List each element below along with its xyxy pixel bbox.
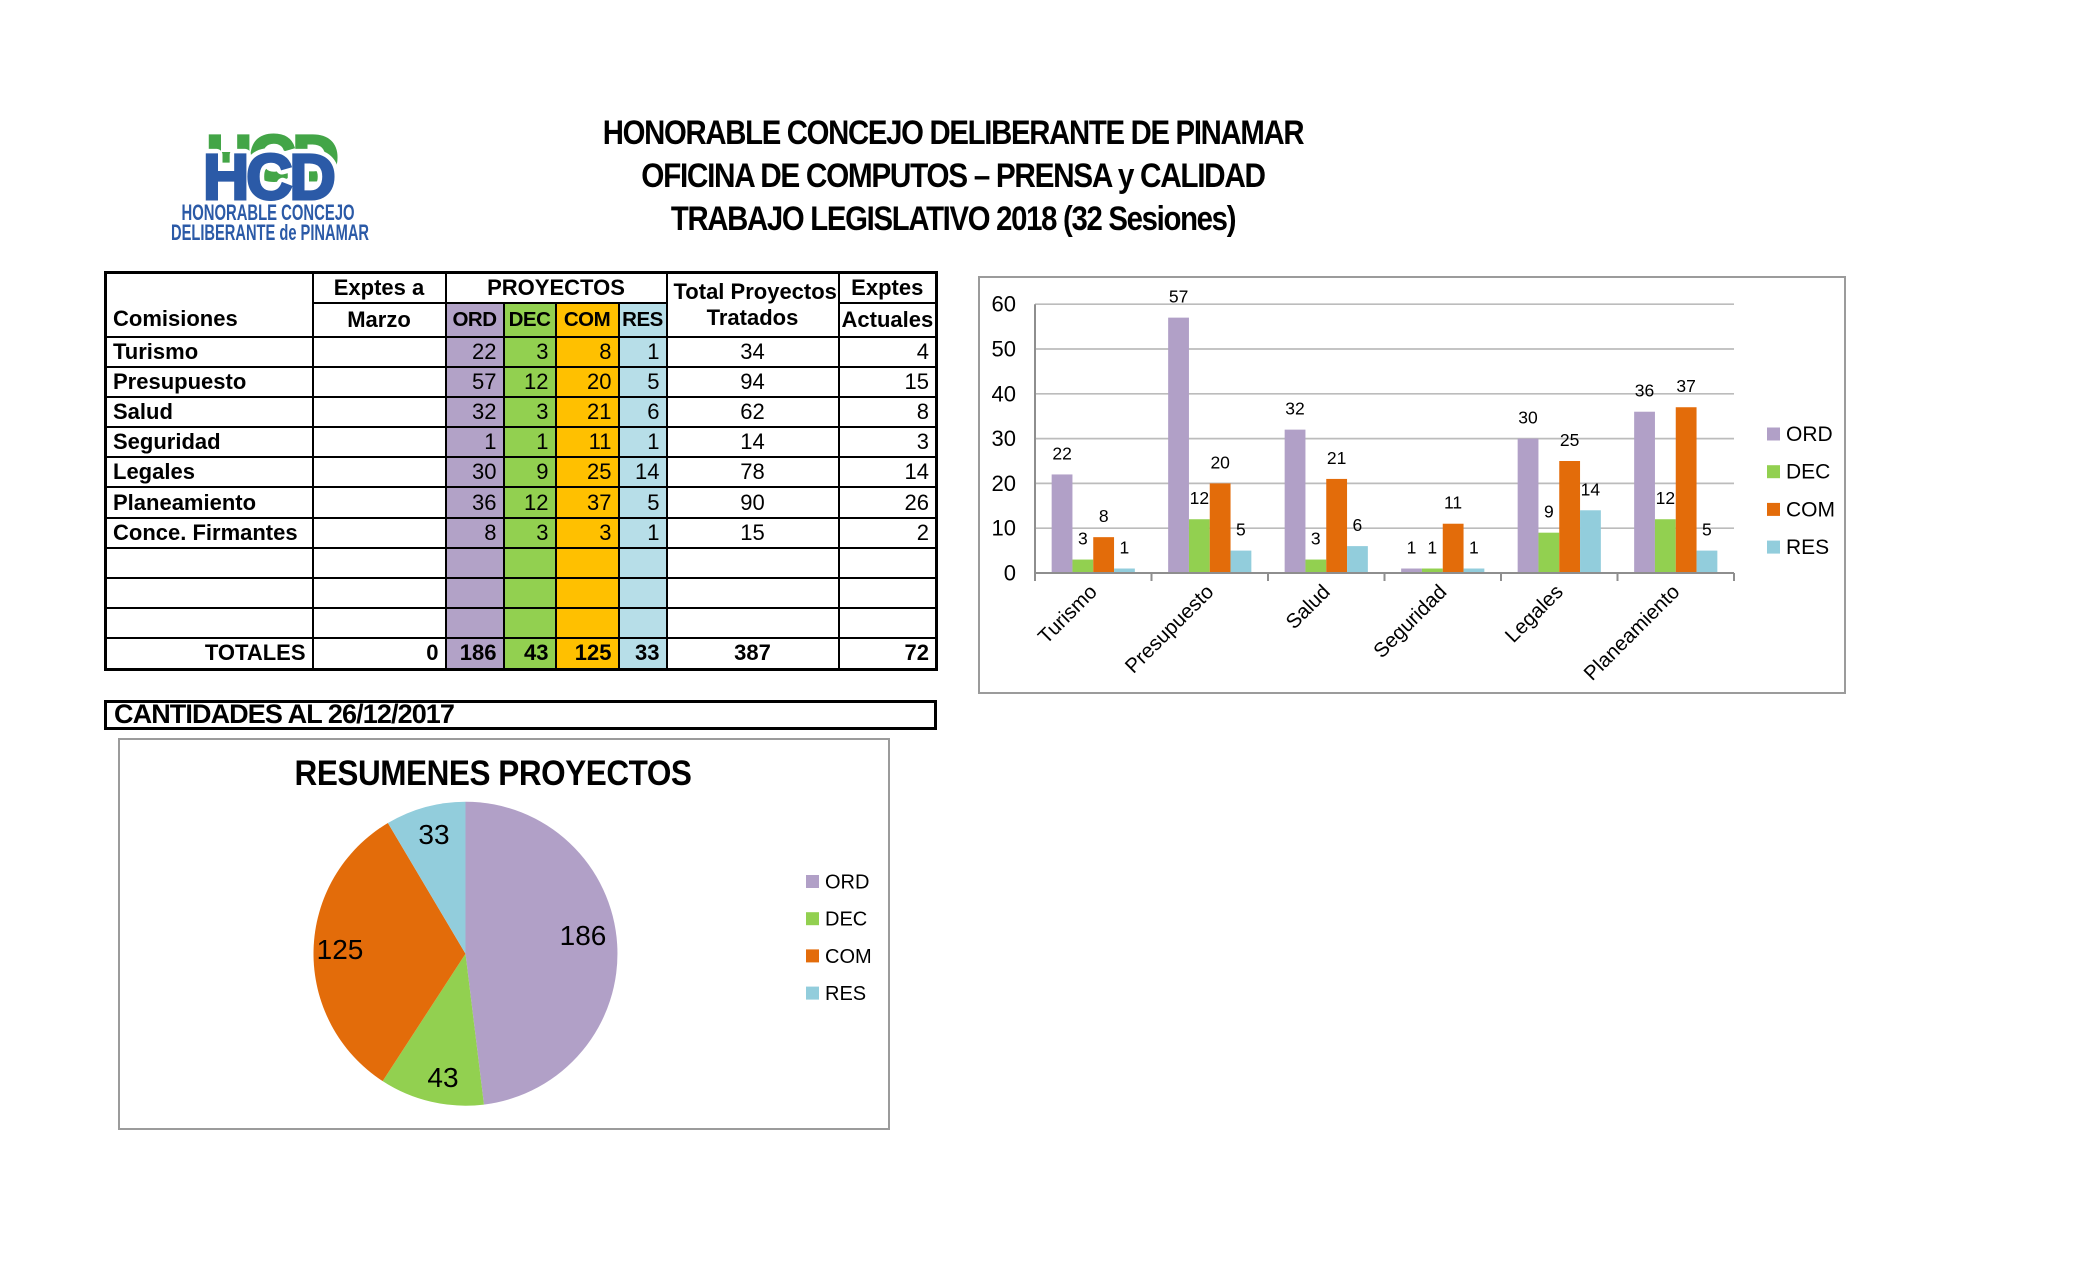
svg-text:DEC: DEC: [1786, 461, 1830, 484]
svg-text:6: 6: [1353, 515, 1363, 535]
svg-text:125: 125: [317, 934, 364, 965]
svg-text:0: 0: [1004, 561, 1016, 586]
svg-text:Planeamiento: Planeamiento: [1579, 580, 1684, 685]
svg-text:22: 22: [1052, 443, 1071, 463]
svg-text:33: 33: [418, 819, 449, 850]
svg-text:1: 1: [1120, 538, 1130, 558]
svg-text:DEC: DEC: [825, 909, 867, 931]
svg-text:3: 3: [1078, 529, 1088, 549]
svg-text:32: 32: [1285, 399, 1304, 419]
svg-text:1: 1: [1469, 538, 1479, 558]
svg-text:COM: COM: [825, 946, 872, 968]
svg-text:HONORABLE CONCEJO: HONORABLE CONCEJO: [182, 200, 355, 225]
svg-text:50: 50: [992, 337, 1016, 362]
svg-text:HCD: HCD: [203, 141, 333, 213]
svg-text:37: 37: [1676, 376, 1695, 396]
svg-text:21: 21: [1327, 448, 1346, 468]
svg-text:43: 43: [427, 1062, 458, 1093]
svg-text:5: 5: [1236, 520, 1246, 540]
svg-text:5: 5: [1702, 520, 1712, 540]
svg-text:HCD: HCD: [203, 141, 333, 213]
svg-text:12: 12: [1656, 488, 1675, 508]
svg-text:3: 3: [1311, 529, 1321, 549]
svg-text:36: 36: [1635, 381, 1654, 401]
svg-text:20: 20: [1210, 452, 1230, 472]
svg-text:12: 12: [1190, 488, 1209, 508]
svg-text:Salud: Salud: [1281, 580, 1334, 633]
svg-text:1: 1: [1407, 538, 1417, 558]
svg-text:DELIBERANTE de PINAMAR: DELIBERANTE de PINAMAR: [171, 220, 369, 245]
svg-text:25: 25: [1560, 430, 1579, 450]
svg-text:Presupuesto: Presupuesto: [1121, 580, 1219, 678]
svg-text:8: 8: [1099, 506, 1109, 526]
svg-text:1: 1: [1427, 538, 1437, 558]
svg-text:57: 57: [1169, 287, 1188, 307]
svg-text:186: 186: [560, 920, 607, 951]
svg-text:ORD: ORD: [1786, 423, 1833, 446]
svg-text:14: 14: [1581, 479, 1601, 499]
svg-text:RES: RES: [1786, 536, 1829, 559]
svg-text:ORD: ORD: [825, 872, 869, 894]
svg-text:30: 30: [992, 426, 1016, 451]
svg-text:20: 20: [992, 471, 1016, 496]
svg-text:COM: COM: [1786, 498, 1835, 521]
svg-text:60: 60: [992, 292, 1016, 317]
svg-text:10: 10: [992, 516, 1016, 541]
svg-text:9: 9: [1544, 502, 1554, 522]
svg-text:Turismo: Turismo: [1034, 580, 1102, 648]
svg-text:Legales: Legales: [1501, 580, 1568, 647]
svg-text:11: 11: [1444, 493, 1462, 513]
svg-text:30: 30: [1518, 408, 1538, 428]
svg-text:HCD: HCD: [206, 122, 336, 194]
svg-text:Seguridad: Seguridad: [1369, 580, 1451, 662]
svg-text:40: 40: [992, 381, 1016, 406]
svg-text:RES: RES: [825, 983, 866, 1005]
